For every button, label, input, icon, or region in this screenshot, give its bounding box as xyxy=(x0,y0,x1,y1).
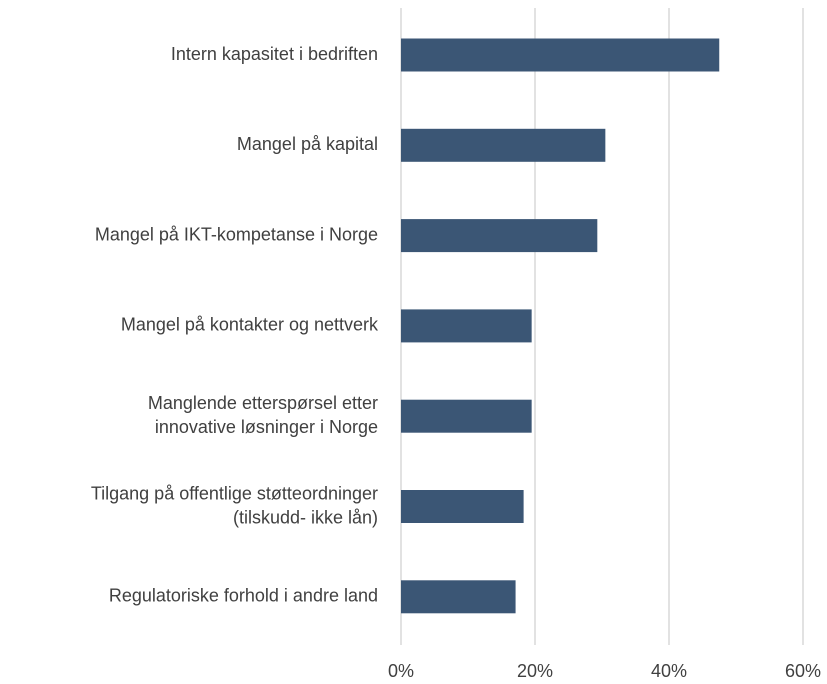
y-tick-label: Mangel på IKT-kompetanse i Norge xyxy=(95,224,378,244)
x-tick-label: 60% xyxy=(785,661,821,681)
bar xyxy=(401,490,524,523)
x-tick-label: 40% xyxy=(651,661,687,681)
y-tick-label: Manglende etterspørsel etter xyxy=(148,393,378,413)
bar xyxy=(401,399,532,433)
y-tick-label: Tilgang på offentlige støtteordninger xyxy=(91,483,378,503)
x-tick-label: 0% xyxy=(388,661,414,681)
bar xyxy=(401,128,606,162)
y-tick-label: innovative løsninger i Norge xyxy=(155,417,378,437)
bar xyxy=(401,580,516,614)
bar xyxy=(401,38,720,72)
bar xyxy=(401,219,598,253)
x-tick-label: 20% xyxy=(517,661,553,681)
y-tick-label: Mangel på kapital xyxy=(237,134,378,154)
y-tick-label: (tilskudd- ikke lån) xyxy=(233,507,378,527)
y-tick-label: Intern kapasitet i bedriften xyxy=(171,44,378,64)
y-tick-label: Regulatoriske forhold i andre land xyxy=(109,586,378,606)
bar xyxy=(401,309,532,343)
y-tick-label: Mangel på kontakter og nettverk xyxy=(121,315,379,335)
